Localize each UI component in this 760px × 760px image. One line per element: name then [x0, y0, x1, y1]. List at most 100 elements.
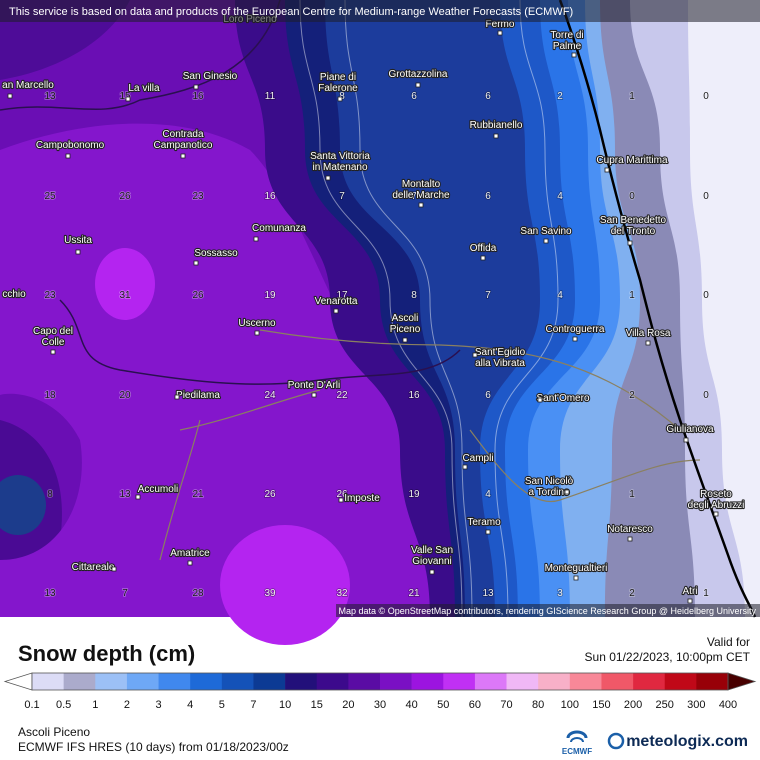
place-label: Teramo [467, 517, 501, 528]
legend-label: 5 [219, 699, 225, 711]
legend-frame [31, 672, 729, 691]
contour-line [494, 0, 559, 618]
legend-label: 200 [624, 699, 642, 711]
place-label: San Benedetto [600, 215, 667, 226]
grid-value: 11 [265, 91, 276, 102]
place-label: Giovanni [412, 556, 451, 567]
legend-label: 0.5 [56, 699, 71, 711]
grid-value: 4 [557, 191, 563, 202]
place-label: Giulianova [666, 424, 714, 435]
grid-value: 4 [557, 290, 563, 301]
place-marker [627, 536, 633, 542]
contour-line [344, 0, 473, 618]
legend-label: 7 [250, 699, 256, 711]
legend-swatch [664, 673, 697, 690]
place-marker [462, 464, 468, 470]
place-label: a Tordino [529, 487, 570, 498]
place-marker [713, 511, 719, 517]
place-label: Contrada [162, 129, 204, 140]
legend-label: 1 [92, 699, 98, 711]
place-marker [493, 133, 499, 139]
place-label: Notaresco [607, 524, 653, 535]
grid-value: 0 [703, 191, 709, 202]
place-marker [111, 566, 117, 572]
place-label: Accumoli [138, 484, 179, 495]
place-marker [537, 397, 543, 403]
legend-label: 10 [279, 699, 291, 711]
place-label: alla Vibrata [475, 358, 525, 369]
legend-label: 2 [124, 699, 130, 711]
grid-value: 39 [264, 588, 276, 599]
peak-zone [220, 525, 350, 645]
place-marker [193, 260, 199, 266]
place-label: Rubbianello [470, 120, 523, 131]
legend-swatch [569, 673, 602, 690]
river [259, 329, 681, 431]
grid-value: 1 [703, 588, 709, 599]
valid-time: Sun 01/22/2023, 10:00pm CET [585, 650, 751, 664]
grid-value: 7 [485, 290, 491, 301]
grid-value: 0 [703, 390, 709, 401]
grid-value: 1 [629, 290, 635, 301]
legend-swatch [633, 673, 666, 690]
ecmwf-icon [566, 730, 588, 739]
grid-value: 2 [557, 91, 563, 102]
place-label: San Ginesio [183, 71, 238, 82]
place-marker [485, 529, 491, 535]
place-label: Piedilama [176, 390, 220, 401]
place-label: Cittareale [72, 562, 115, 573]
place-marker [683, 437, 689, 443]
place-label: Campli [462, 453, 493, 464]
light-zone [0, 123, 430, 618]
place-label: Villa Rosa [626, 328, 671, 339]
grid-value: 26 [264, 489, 276, 500]
place-marker [645, 340, 651, 346]
grid-value: 6 [485, 390, 491, 401]
place-marker [402, 337, 408, 343]
place-marker [415, 82, 421, 88]
grid-value: 8 [339, 91, 345, 102]
legend-swatch [506, 673, 539, 690]
grid-value: 6 [485, 191, 491, 202]
river [159, 389, 321, 561]
location: Ascoli Piceno [18, 725, 90, 739]
place-marker [325, 175, 331, 181]
grid-value: 1 [629, 489, 635, 500]
map-labels: 13 15 16 11 8 6 6 2 1 025 26 23 16 7 7 6 4 0 023 31 26 19 17 8 7… [1, 13, 745, 604]
place-label: Piane di [320, 72, 356, 83]
grid-value: 16 [192, 91, 204, 102]
grid-value: 3 [557, 588, 563, 599]
place-label: Colle [42, 337, 65, 348]
legend-label: 80 [532, 699, 544, 711]
grid-value: 25 [44, 191, 56, 202]
place-marker [337, 96, 343, 102]
place-marker [480, 255, 486, 261]
place-label: degli Abruzzi [688, 500, 745, 511]
grid-value: 16 [264, 191, 276, 202]
legend-swatch [474, 673, 507, 690]
place-label: in Matenano [312, 162, 367, 173]
grid-value: 28 [192, 588, 204, 599]
legend-swatch [253, 673, 286, 690]
grid-value: 13 [44, 588, 56, 599]
place-label: Grottazzolina [389, 69, 448, 80]
contour-line [299, 0, 463, 618]
grid-value: 21 [408, 588, 420, 599]
legend-swatch [411, 673, 444, 690]
legend-swatch [696, 673, 729, 690]
place-marker [135, 494, 141, 500]
place-marker [50, 349, 56, 355]
legend-label: 40 [406, 699, 418, 711]
place-label: Montalto [402, 179, 441, 190]
place-marker [564, 489, 570, 495]
grid-value: 31 [119, 290, 131, 301]
place-label: delle Marche [392, 190, 450, 201]
place-label: Offida [470, 243, 497, 254]
brand: meteologix.com [626, 733, 748, 750]
legend-swatch [190, 673, 223, 690]
place-marker [174, 394, 180, 400]
place-label: Venarotta [315, 296, 358, 307]
grid-value: 7 [122, 588, 128, 599]
place-marker [125, 96, 131, 102]
place-marker [187, 560, 193, 566]
